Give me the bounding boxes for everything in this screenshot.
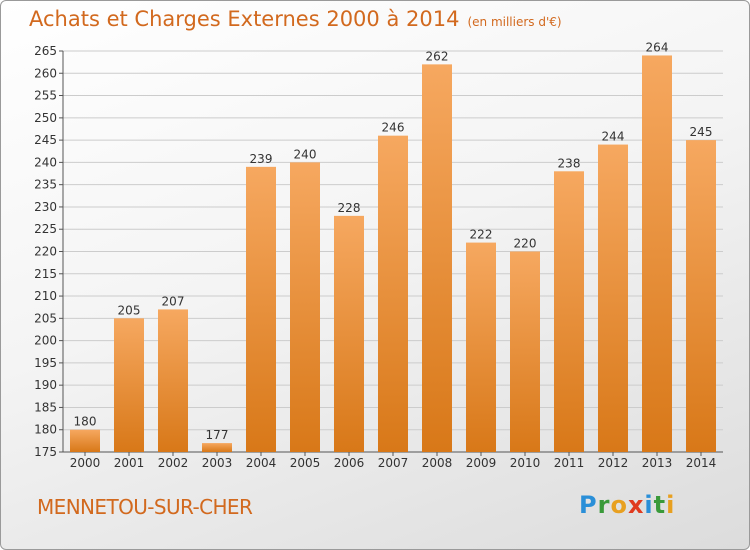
logo-letter: t <box>653 491 667 519</box>
y-tick-label: 210 <box>34 289 57 303</box>
bar <box>554 171 584 453</box>
bar <box>290 162 320 452</box>
bar <box>598 144 628 453</box>
logo-letter: P <box>579 491 598 519</box>
y-tick-label: 190 <box>34 378 57 392</box>
data-label: 238 <box>558 156 581 170</box>
data-label: 240 <box>294 147 317 161</box>
x-tick-label: 2009 <box>466 456 497 470</box>
x-tick-label: 2003 <box>202 456 233 470</box>
bar <box>158 309 188 452</box>
data-label: 264 <box>646 40 669 54</box>
x-tick-label: 2000 <box>70 456 101 470</box>
y-tick-label: 185 <box>34 400 57 414</box>
y-tick-label: 195 <box>34 356 57 370</box>
x-tick-label: 2014 <box>686 456 717 470</box>
y-tick-label: 265 <box>34 44 57 58</box>
x-tick-label: 2012 <box>598 456 629 470</box>
y-tick-label: 240 <box>34 155 57 169</box>
data-label: 228 <box>338 201 361 215</box>
y-tick-label: 230 <box>34 200 57 214</box>
y-tick-label: 235 <box>34 178 57 192</box>
x-tick-label: 2001 <box>114 456 145 470</box>
data-label: 220 <box>514 237 537 251</box>
x-tick-label: 2011 <box>554 456 585 470</box>
logo-letter: r <box>597 491 611 519</box>
x-tick-label: 2010 <box>510 456 541 470</box>
y-tick-label: 250 <box>34 111 57 125</box>
data-label: 262 <box>426 49 449 63</box>
x-tick-label: 2008 <box>422 456 453 470</box>
data-label: 222 <box>470 228 493 242</box>
bar <box>642 55 672 452</box>
data-label: 246 <box>382 121 405 135</box>
y-tick-label: 220 <box>34 245 57 259</box>
proxiti-logo: Proxiti <box>579 491 675 519</box>
bar <box>70 429 100 452</box>
data-label: 177 <box>206 428 229 442</box>
title-unit: (en milliers d'€) <box>467 15 562 29</box>
bar <box>422 64 452 452</box>
y-tick-label: 215 <box>34 267 57 281</box>
data-label: 239 <box>250 152 273 166</box>
x-tick-label: 2006 <box>334 456 365 470</box>
data-label: 245 <box>690 125 713 139</box>
y-tick-label: 180 <box>34 423 57 437</box>
logo-letter: i <box>666 491 676 519</box>
bar <box>510 251 540 452</box>
data-label: 205 <box>118 303 141 317</box>
y-tick-label: 225 <box>34 222 57 236</box>
data-labels: 180 205 207 177 239 240 228 246 262 222 220 238 244 2… <box>74 40 713 442</box>
x-tick-label: 2004 <box>246 456 277 470</box>
bar <box>334 215 364 452</box>
x-tick-label: 2005 <box>290 456 321 470</box>
title-text: Achats et Charges Externes 2000 à 2014 <box>29 7 460 31</box>
logo-letter: x <box>627 491 645 519</box>
bar <box>466 242 496 452</box>
logo-letter: i <box>644 491 654 519</box>
y-tick-label: 260 <box>34 66 57 80</box>
axes: 175 180 185 190 195 200 205 210 215 220 225 230 235 2… <box>34 44 723 470</box>
data-label: 244 <box>602 130 625 144</box>
bar <box>114 318 144 452</box>
bars <box>70 55 716 453</box>
y-tick-label: 175 <box>34 445 57 459</box>
bar <box>378 135 408 452</box>
bar <box>246 166 276 452</box>
logo-letter: o <box>610 491 628 519</box>
y-tick-label: 205 <box>34 311 57 325</box>
y-tick-label: 255 <box>34 89 57 103</box>
x-tick-label: 2013 <box>642 456 673 470</box>
chart-title: Achats et Charges Externes 2000 à 2014 (e… <box>29 7 562 31</box>
y-tick-label: 245 <box>34 133 57 147</box>
data-label: 180 <box>74 415 97 429</box>
bar <box>686 140 716 452</box>
bar <box>202 443 232 452</box>
place-name: MENNETOU-SUR-CHER <box>37 495 253 519</box>
x-tick-label: 2002 <box>158 456 189 470</box>
y-tick-label: 200 <box>34 334 57 348</box>
data-label: 207 <box>162 294 185 308</box>
x-tick-label: 2007 <box>378 456 409 470</box>
